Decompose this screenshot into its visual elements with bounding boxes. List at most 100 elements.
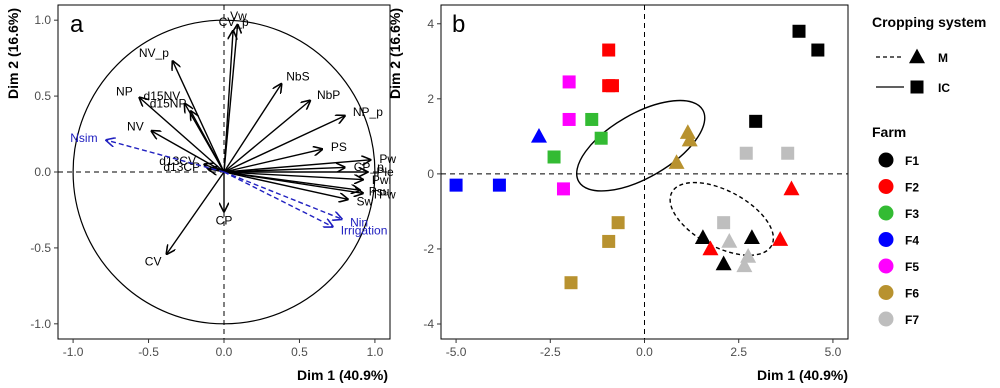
- variable-arrow: [223, 171, 363, 180]
- panel-b-individuals-plot: b -5.0 -2.5 0.0 2.5 5.0 -4 -2 0 2 4 Dim 1 (40.9%)…: [387, 4, 849, 383]
- variable-label: NbS: [286, 69, 309, 83]
- variable-label: CP: [216, 213, 233, 227]
- supplementary-variable-arrow: [223, 171, 342, 219]
- legend-farm-swatch: [878, 311, 894, 327]
- individual-point-f1: [749, 114, 763, 128]
- individual-point-f3: [594, 131, 608, 145]
- individual-point-f2: [602, 43, 616, 57]
- panel-b-y-tick-label: 4: [427, 17, 434, 31]
- legend-farm-swatch: [878, 179, 894, 194]
- variable-label: PS: [331, 140, 347, 154]
- legend-cropping-title: Cropping system: [872, 14, 986, 30]
- legend-farm-swatch: [878, 258, 894, 274]
- variable-label: Ple: [376, 165, 394, 179]
- variable-arrow: [223, 171, 348, 199]
- panel-b-label: b: [452, 11, 465, 38]
- panel-a-y-tick-label: 0.0: [34, 165, 51, 179]
- variable-arrow: [223, 101, 310, 173]
- variable-label: Pw: [379, 152, 396, 166]
- individual-point-f1: [811, 43, 825, 57]
- panel-a-variables-plot: a -1.0 -0.5 0.0 0.5 1.0-1.0-0.50.00.51.0 CV_…: [5, 4, 396, 383]
- panel-a-ticks: -1.0 -0.5 0.0 0.5 1.0 -1.0 -0.5 0.0 0.5 1.0: [30, 13, 383, 359]
- variable-label: NP: [116, 85, 133, 99]
- individual-point-f1: [715, 255, 732, 271]
- individual-point-f5: [562, 75, 576, 89]
- legend-farm-swatch: [878, 152, 894, 168]
- panel-b-y-tick-label: -2: [423, 242, 434, 256]
- legend-farm-entries: F1 F2 F3 F4 F5 F6 F7: [878, 152, 919, 327]
- individual-point-f6: [668, 154, 685, 169]
- individual-point-f5: [562, 112, 576, 126]
- variable-label: Vw: [230, 9, 247, 23]
- supplementary-variable-arrow: [106, 140, 225, 173]
- individual-point-f1: [694, 229, 711, 244]
- panel-a-x-tick-label: 1.0: [367, 345, 384, 359]
- legend-farm-label: F6: [905, 287, 919, 301]
- individual-point-f2: [702, 240, 719, 256]
- individual-point-f7: [717, 216, 731, 230]
- variable-label: NP_p: [353, 105, 383, 119]
- variable-arrow: [223, 84, 281, 173]
- individual-point-f3: [547, 150, 561, 164]
- variable-arrow: [191, 111, 225, 173]
- variable-arrow: [223, 25, 238, 173]
- panel-b-x-tick-label: -2.5: [540, 345, 561, 359]
- variable-arrow: [223, 149, 322, 173]
- individual-point-f1: [792, 24, 806, 38]
- variable-label: Psu: [369, 184, 390, 198]
- individual-point-f3: [585, 112, 599, 126]
- legend-farm-swatch: [878, 205, 894, 221]
- panel-a-x-axis-label: Dim 1 (40.9%): [297, 367, 388, 383]
- legend-farm-swatch: [878, 232, 894, 247]
- legend-farm-title: Farm: [872, 124, 906, 140]
- individual-point-f2: [605, 79, 619, 93]
- legend-farm-label: F2: [905, 181, 919, 195]
- panel-a-y-tick-label: -1.0: [30, 317, 51, 331]
- legend-farm-swatch: [878, 285, 894, 300]
- individual-point-f7: [781, 146, 795, 160]
- confidence-ellipse-m: [669, 181, 775, 256]
- variable-label: d15NV: [144, 89, 181, 103]
- legend-farm-label: F7: [905, 313, 919, 327]
- panel-a-y-tick-label: 0.5: [34, 89, 51, 103]
- legend-shape-ic: [910, 80, 924, 94]
- variable-label: TPw: [372, 188, 396, 202]
- variable-arrow: [223, 160, 370, 173]
- variable-arrow: [223, 171, 363, 193]
- individual-point-f2: [783, 180, 800, 196]
- legend-label-ic: IC: [938, 81, 950, 95]
- individual-point-f4: [492, 178, 506, 192]
- panel-b-y-tick-label: 0: [427, 167, 434, 181]
- variable-label: NV_p: [139, 46, 169, 60]
- panel-b-y-axis-label: Dim 2 (16.6%): [387, 8, 403, 99]
- variable-label: d15NP: [150, 96, 187, 110]
- individual-point-f1: [743, 229, 760, 244]
- individual-point-f7: [739, 146, 753, 160]
- panel-a-y-tick-label: -0.5: [30, 241, 51, 255]
- individual-point-f6: [679, 124, 696, 139]
- legend: Cropping system M IC Farm F1 F2 F3 F4 F5 F6 F7: [872, 14, 986, 327]
- individual-point-f6: [602, 234, 616, 248]
- legend-label-m: M: [938, 51, 948, 65]
- variable-label: NV: [127, 120, 144, 134]
- variable-label: Nin: [350, 215, 368, 229]
- variable-arrow: [223, 167, 345, 173]
- panel-b-y-tick-label: -4: [423, 317, 434, 331]
- panel-b-ticks: -5.0 -2.5 0.0 2.5 5.0 -4 -2 0 2 4: [423, 17, 841, 359]
- panel-b-x-tick-label: -5.0: [446, 345, 467, 359]
- panel-a-x-tick-label: -0.5: [138, 345, 159, 359]
- legend-farm-label: F3: [905, 207, 919, 221]
- panel-b-x-tick-label: 2.5: [730, 345, 747, 359]
- panel-b-x-axis-label: Dim 1 (40.9%): [757, 367, 848, 383]
- confidence-ellipse-ic: [576, 99, 706, 192]
- legend-farm-label: F1: [905, 154, 919, 168]
- variable-label: Nsim: [70, 131, 97, 145]
- variable-arrow: [223, 116, 345, 173]
- panel-a-label: a: [70, 11, 84, 38]
- individual-point-f2: [772, 231, 789, 246]
- variable-label: Pwi: [372, 173, 391, 187]
- panel-b-body: [441, 5, 848, 339]
- panel-a-x-tick-label: 0.5: [291, 345, 308, 359]
